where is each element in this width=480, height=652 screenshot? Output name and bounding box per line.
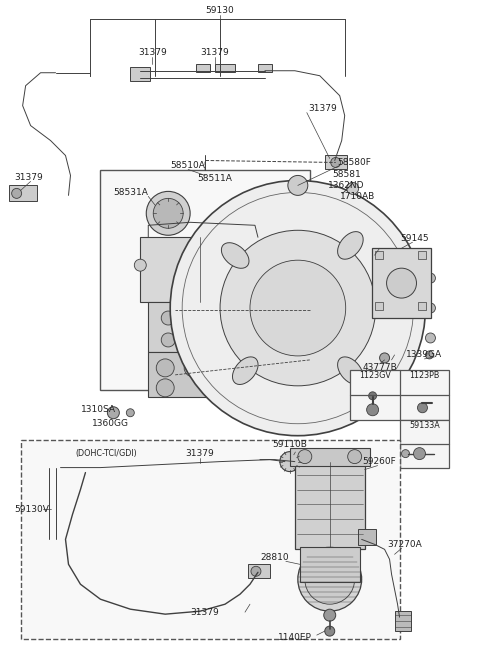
Text: 58580F: 58580F (338, 158, 372, 167)
Text: 59130: 59130 (206, 7, 234, 16)
Ellipse shape (337, 231, 363, 259)
Circle shape (348, 450, 361, 464)
Circle shape (288, 175, 308, 196)
Text: 59145: 59145 (400, 234, 429, 243)
Circle shape (161, 311, 175, 325)
Circle shape (347, 183, 359, 194)
Bar (148, 352, 258, 397)
Circle shape (413, 448, 425, 460)
Circle shape (146, 192, 190, 235)
Bar (100, 170, 310, 390)
Text: 59133A: 59133A (409, 421, 440, 430)
Circle shape (251, 567, 261, 576)
Text: 1123PB: 1123PB (409, 372, 440, 380)
Bar (350, 370, 449, 420)
Text: 59130V: 59130V (15, 505, 49, 514)
Circle shape (231, 359, 249, 377)
Text: 59260F: 59260F (363, 457, 396, 466)
Circle shape (170, 181, 425, 436)
Text: 31379: 31379 (15, 173, 43, 182)
Text: 31379: 31379 (308, 104, 336, 113)
Text: 1310SA: 1310SA (81, 406, 116, 414)
Circle shape (280, 452, 300, 471)
Circle shape (108, 407, 120, 419)
Bar (325, 155, 347, 170)
Ellipse shape (221, 243, 249, 268)
Bar (258, 64, 272, 72)
Text: 1123GV: 1123GV (359, 372, 391, 380)
Ellipse shape (232, 357, 258, 385)
Circle shape (259, 259, 271, 271)
Text: 58581: 58581 (332, 170, 361, 179)
Text: 58531A: 58531A (113, 188, 148, 197)
Text: 58511A: 58511A (198, 174, 232, 183)
Ellipse shape (337, 357, 363, 385)
Circle shape (182, 192, 413, 424)
Circle shape (134, 259, 146, 271)
Bar (295, 460, 365, 550)
Text: 28810: 28810 (261, 553, 289, 562)
Text: 1339GA: 1339GA (407, 350, 443, 359)
Text: 31379: 31379 (138, 48, 167, 57)
Circle shape (425, 333, 435, 343)
Bar (21, 439, 399, 639)
Circle shape (233, 311, 247, 325)
Circle shape (233, 333, 247, 347)
Text: 1140EP: 1140EP (278, 632, 312, 642)
Text: 1360GG: 1360GG (92, 419, 129, 428)
Circle shape (369, 392, 377, 400)
Circle shape (425, 351, 433, 359)
Text: (DOHC-TCI/GDI): (DOHC-TCI/GDI) (75, 449, 137, 458)
Circle shape (250, 260, 346, 356)
Bar (419, 302, 426, 310)
Circle shape (324, 609, 336, 621)
Bar (399, 420, 449, 467)
Circle shape (402, 450, 409, 458)
Bar (9, 185, 36, 201)
Circle shape (380, 353, 390, 363)
Text: 43777B: 43777B (362, 363, 397, 372)
Circle shape (220, 230, 376, 386)
Circle shape (367, 404, 379, 416)
Bar (140, 237, 265, 302)
Text: 59110B: 59110B (273, 440, 307, 449)
Circle shape (305, 554, 355, 604)
Bar (395, 611, 410, 631)
Circle shape (386, 268, 417, 298)
Bar (248, 565, 270, 578)
Bar (374, 302, 383, 310)
Circle shape (12, 188, 22, 198)
Circle shape (418, 403, 428, 413)
Circle shape (153, 198, 183, 228)
Circle shape (325, 626, 335, 636)
Bar (130, 67, 150, 81)
Circle shape (126, 409, 134, 417)
Circle shape (231, 379, 249, 397)
Circle shape (184, 359, 202, 377)
Bar (300, 548, 360, 582)
Bar (372, 248, 432, 318)
Bar (215, 64, 235, 72)
Circle shape (425, 303, 435, 313)
Circle shape (331, 158, 341, 168)
Bar (358, 529, 376, 545)
Text: 37270A: 37270A (387, 540, 422, 549)
Bar (290, 448, 370, 466)
Circle shape (156, 359, 174, 377)
Text: 1362ND: 1362ND (328, 181, 365, 190)
Bar (374, 251, 383, 259)
Text: 31379: 31379 (201, 48, 229, 57)
Text: 31379: 31379 (186, 449, 215, 458)
Text: 1710AB: 1710AB (340, 192, 375, 201)
Circle shape (298, 548, 361, 611)
Circle shape (161, 333, 175, 347)
Circle shape (298, 450, 312, 464)
Text: 31379: 31379 (191, 608, 219, 617)
Text: 58510A: 58510A (171, 161, 205, 170)
Circle shape (425, 273, 435, 283)
Bar (196, 64, 210, 72)
Bar (148, 302, 258, 352)
Bar (419, 251, 426, 259)
Circle shape (156, 379, 174, 397)
